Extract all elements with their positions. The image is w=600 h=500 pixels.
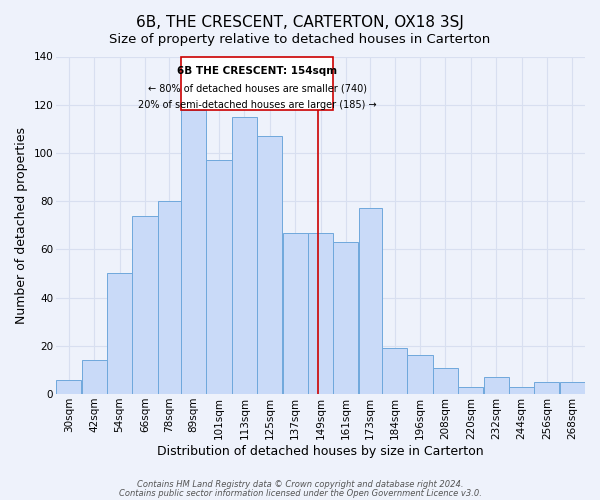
- Bar: [382, 348, 407, 394]
- Bar: [82, 360, 107, 394]
- Bar: [158, 201, 181, 394]
- Text: 20% of semi-detached houses are larger (185) →: 20% of semi-detached houses are larger (…: [138, 100, 376, 110]
- Y-axis label: Number of detached properties: Number of detached properties: [15, 127, 28, 324]
- Bar: [56, 380, 82, 394]
- Bar: [257, 136, 283, 394]
- Bar: [283, 232, 308, 394]
- Bar: [433, 368, 458, 394]
- Bar: [181, 110, 206, 394]
- Bar: [407, 356, 433, 394]
- Bar: [484, 377, 509, 394]
- Bar: [560, 382, 585, 394]
- Text: 6B, THE CRESCENT, CARTERTON, OX18 3SJ: 6B, THE CRESCENT, CARTERTON, OX18 3SJ: [136, 15, 464, 30]
- Bar: [535, 382, 559, 394]
- Text: Contains HM Land Registry data © Crown copyright and database right 2024.: Contains HM Land Registry data © Crown c…: [137, 480, 463, 489]
- Text: Size of property relative to detached houses in Carterton: Size of property relative to detached ho…: [109, 32, 491, 46]
- Bar: [458, 387, 484, 394]
- Text: ← 80% of detached houses are smaller (740): ← 80% of detached houses are smaller (74…: [148, 83, 367, 93]
- Bar: [133, 216, 158, 394]
- Text: Contains public sector information licensed under the Open Government Licence v3: Contains public sector information licen…: [119, 488, 481, 498]
- Bar: [181, 56, 333, 110]
- Bar: [308, 232, 333, 394]
- Bar: [206, 160, 232, 394]
- X-axis label: Distribution of detached houses by size in Carterton: Distribution of detached houses by size …: [157, 444, 484, 458]
- Bar: [359, 208, 382, 394]
- Bar: [334, 242, 358, 394]
- Bar: [509, 387, 534, 394]
- Bar: [232, 117, 257, 394]
- Bar: [107, 274, 132, 394]
- Text: 6B THE CRESCENT: 154sqm: 6B THE CRESCENT: 154sqm: [177, 66, 337, 76]
